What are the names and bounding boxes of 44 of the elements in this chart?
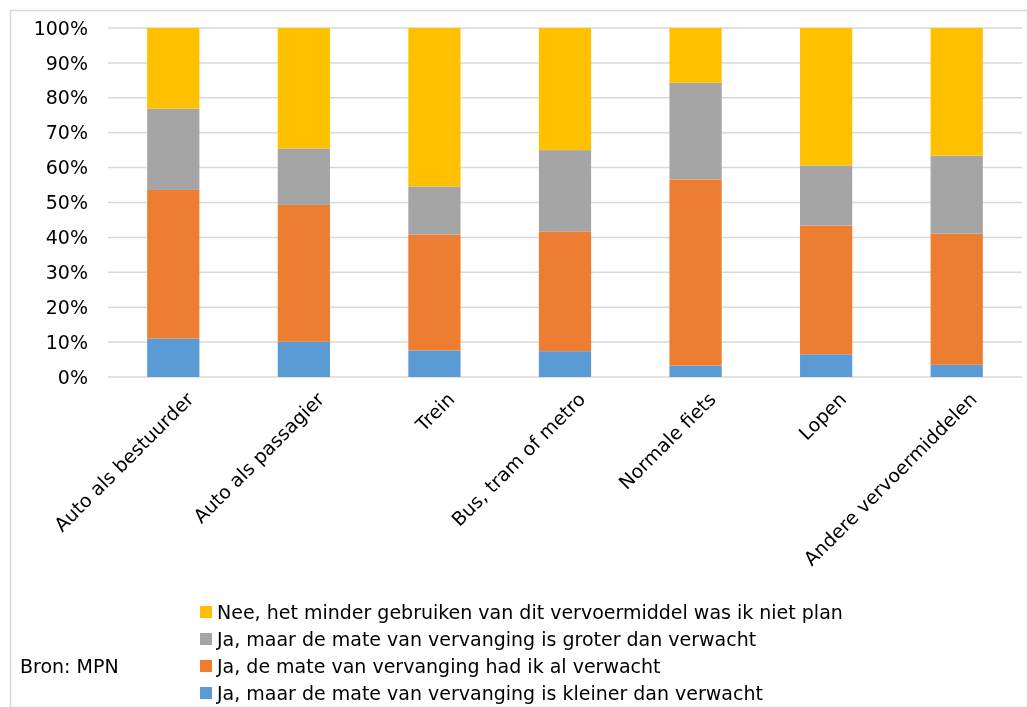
y-tick-label: 60% <box>45 156 88 179</box>
bar <box>669 365 722 377</box>
y-tick-label: 90% <box>45 51 88 74</box>
bar <box>800 354 853 377</box>
y-tick-label: 50% <box>45 191 88 214</box>
bar <box>800 28 853 166</box>
legend-label: Ja, maar de mate van vervanging is kleiner dan verwacht <box>216 681 763 704</box>
legend-label: Nee, het minder gebruiken van dit vervoermiddel was ik niet plan <box>217 600 843 623</box>
legend-label: Ja, de mate van vervanging had ik al verwacht <box>216 654 661 677</box>
y-tick-label: 20% <box>45 295 88 318</box>
bar <box>408 186 461 235</box>
bar <box>277 341 330 377</box>
bar <box>930 155 983 234</box>
legend-label: Ja, maar de mate van vervanging is groter dan verwacht <box>216 627 757 650</box>
bar <box>538 28 592 151</box>
bar <box>538 351 592 377</box>
y-tick-label: 40% <box>45 226 88 249</box>
y-tick-label: 30% <box>45 260 88 283</box>
bar <box>147 338 200 377</box>
y-tick-label: 10% <box>45 330 88 353</box>
bar <box>669 28 722 83</box>
bar <box>147 28 200 109</box>
bar <box>277 204 330 342</box>
y-tick-label: 80% <box>45 86 88 109</box>
y-tick-label: 0% <box>57 365 88 388</box>
bar <box>408 28 461 187</box>
y-tick-label: 100% <box>33 16 88 39</box>
bar <box>538 231 592 352</box>
y-tick-label: 70% <box>45 121 88 144</box>
bar <box>800 165 853 226</box>
bar <box>930 233 983 365</box>
bar <box>408 350 461 377</box>
bar <box>277 28 330 149</box>
bar <box>408 234 461 351</box>
bar <box>147 108 200 190</box>
bar <box>669 179 722 366</box>
bar <box>277 148 330 205</box>
text: Bron: MPN <box>20 654 119 677</box>
bar <box>930 364 983 377</box>
bar <box>147 189 200 339</box>
bar <box>930 28 983 156</box>
bar <box>800 225 853 355</box>
bar <box>538 150 592 232</box>
bar <box>669 82 722 180</box>
